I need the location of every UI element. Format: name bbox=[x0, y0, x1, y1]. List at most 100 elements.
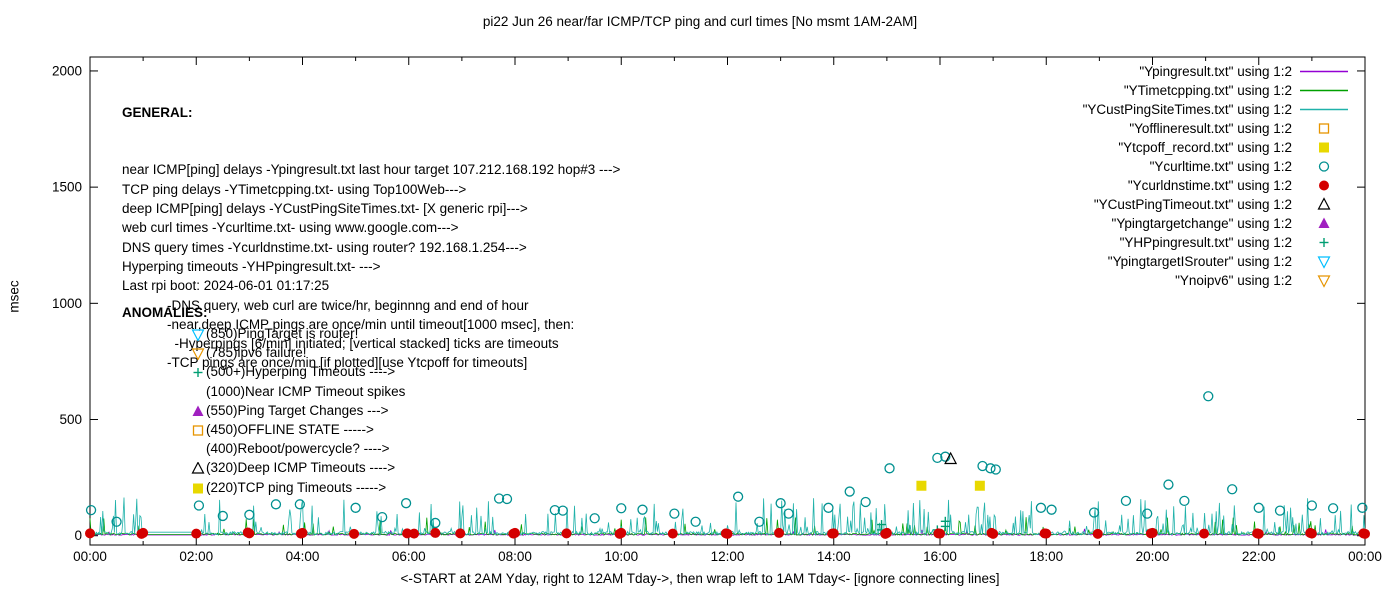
triangle-open-icon bbox=[191, 461, 206, 475]
general-note-line: TCP ping delays -YTimetcpping.txt- using… bbox=[122, 181, 467, 197]
Ycurltime-point bbox=[1203, 391, 1214, 402]
general-notes: GENERAL: near ICMP[ping] delays -Ypingre… bbox=[122, 64, 620, 373]
triangle-down-open-icon bbox=[191, 346, 206, 362]
anomaly-label: (400)Reboot/powercycle? ----> bbox=[206, 441, 390, 457]
Ycurltime-point bbox=[1035, 502, 1047, 513]
x-tick-label: 08:00 bbox=[498, 549, 532, 564]
Ycurltime-point bbox=[884, 463, 895, 474]
Ycurldnstime-point bbox=[297, 527, 308, 538]
Ycurltime-point bbox=[193, 500, 205, 511]
anomaly-label: (850)PingTarget is router! bbox=[206, 326, 359, 341]
x-tick-label: 20:00 bbox=[1136, 549, 1170, 564]
Ycurltime-point bbox=[669, 508, 680, 519]
Ycurltime-point bbox=[85, 504, 97, 516]
series-YCustPingTimeout bbox=[944, 451, 958, 465]
general-note-line: near ICMP[ping] delays -Ypingresult.txt … bbox=[122, 162, 621, 178]
anomaly-label: (450)OFFLINE STATE -----> bbox=[206, 421, 374, 437]
Ycurltime-point bbox=[1179, 495, 1190, 506]
square-open-icon bbox=[1318, 123, 1330, 134]
Ycurldnstime-point bbox=[616, 527, 627, 538]
Ycurldnstime-point bbox=[510, 527, 520, 538]
Ycurltime-point bbox=[589, 513, 600, 524]
Ycurltime-point bbox=[985, 463, 996, 474]
anomaly-icon-spacer bbox=[191, 385, 206, 398]
y-tick-label: 2000 bbox=[52, 63, 82, 78]
Ycurldnstime-point bbox=[244, 528, 255, 539]
Ycurltime-point bbox=[501, 493, 513, 505]
x-tick-label: 16:00 bbox=[923, 549, 957, 564]
legend-label: "YCustPingTimeout.txt" using 1:2 bbox=[1094, 197, 1292, 212]
general-note-line: web curl times -Ycurltime.txt- using www… bbox=[122, 220, 459, 236]
Ycurldnstime-point bbox=[85, 528, 95, 539]
Ycurldnstime-point bbox=[138, 527, 149, 538]
anomaly-label: (785)ipv6 failure! bbox=[206, 345, 307, 361]
Ycurltime-point bbox=[1227, 484, 1238, 495]
Ycurltime-point bbox=[1306, 500, 1318, 511]
Ycurltime-point bbox=[377, 511, 388, 523]
chart-title: pi22 Jun 26 near/far ICMP/TCP ping and c… bbox=[482, 14, 918, 29]
Ycurldnstime-point bbox=[1041, 528, 1052, 539]
legend-label: "Ycurldnstime.txt" using 1:2 bbox=[1128, 178, 1292, 193]
Ycurltime-point bbox=[860, 496, 871, 508]
general-header: GENERAL: bbox=[122, 104, 193, 120]
Ycurltime-point bbox=[1253, 502, 1264, 513]
Ycurltime-point bbox=[244, 509, 255, 520]
x-tick-label: 12:00 bbox=[711, 549, 745, 564]
x-axis-label: <-START at 2AM Yday, right to 12AM Tday-… bbox=[400, 571, 1000, 586]
Ycurldnstime-point bbox=[349, 528, 360, 539]
Ycurltime-point bbox=[1357, 502, 1368, 513]
series-Ycurldnstime bbox=[85, 527, 1370, 539]
Ycurltime-point bbox=[1046, 504, 1057, 515]
triangle-open-icon bbox=[1317, 197, 1331, 210]
anomaly-item: (500+)Hyperping Timeouts ----> bbox=[191, 362, 405, 381]
Ycurldnstime-point bbox=[988, 528, 999, 539]
anomaly-icon-spacer bbox=[191, 442, 206, 455]
y-tick-label: 500 bbox=[59, 412, 82, 427]
Ycurldnstime-point bbox=[561, 528, 572, 539]
Ycurltime-point bbox=[775, 498, 786, 509]
Ycurltime-point bbox=[1120, 495, 1132, 506]
general-note-line: -DNS query, web curl are twice/hr, begin… bbox=[122, 297, 529, 313]
anomaly-label: (220)TCP ping Timeouts -----> bbox=[206, 479, 387, 495]
x-tick-label: 22:00 bbox=[1242, 549, 1276, 564]
general-note-line: DNS query times -Ycurldnstime.txt- using… bbox=[122, 239, 527, 255]
Ytcpoff_record-point bbox=[916, 480, 927, 491]
Ycurldnstime-point bbox=[455, 528, 466, 539]
Ycurltime-point bbox=[1088, 507, 1100, 518]
Ycurldnstime-point bbox=[774, 527, 785, 538]
legend: "Ypingresult.txt" using 1:2 "YTimetcpping… bbox=[1083, 64, 1348, 288]
square-filled-icon bbox=[1319, 142, 1329, 153]
anomaly-label: (1000)Near ICMP Timeout spikes bbox=[206, 383, 406, 399]
legend-label: "YTimetcpping.txt" using 1:2 bbox=[1124, 83, 1292, 98]
Ycurltime-point bbox=[990, 464, 1001, 475]
circle-filled-icon bbox=[1319, 180, 1329, 191]
x-tick-label: 04:00 bbox=[286, 549, 320, 564]
Ycurldnstime-point bbox=[722, 528, 733, 539]
Ycurltime-point bbox=[270, 499, 282, 510]
x-tick-label: 14:00 bbox=[817, 549, 851, 564]
legend-label: "Ypingresult.txt" using 1:2 bbox=[1139, 64, 1292, 79]
Ycurldnstime-point bbox=[1092, 528, 1103, 539]
x-tick-label: 02:00 bbox=[179, 549, 213, 564]
Ycurldnstime-point bbox=[1199, 528, 1210, 539]
x-tick-label: 00:00 bbox=[73, 549, 107, 564]
x-tick-label: 10:00 bbox=[604, 549, 638, 564]
Ycurltime-point bbox=[1274, 505, 1286, 516]
general-note-line: Hyperping timeouts -YHPpingresult.txt- -… bbox=[122, 258, 381, 274]
anomaly-item: (850)PingTarget is router! bbox=[191, 324, 405, 343]
anomaly-item: (220)TCP ping Timeouts -----> bbox=[191, 478, 405, 497]
Ycurltime-point bbox=[754, 516, 765, 527]
triangle-down-open-icon bbox=[1317, 275, 1331, 288]
Ycurldnstime-point bbox=[881, 527, 892, 538]
Ycurltime-point bbox=[111, 516, 122, 527]
general-note-line: -TCP pings are once/min [if plotted][use… bbox=[122, 355, 528, 371]
Ycurltime-point bbox=[940, 451, 951, 462]
triangle-filled-icon bbox=[191, 404, 206, 417]
legend-label: "YCustPingSiteTimes.txt" using 1:2 bbox=[1083, 102, 1292, 117]
Ycurldnstime-point bbox=[409, 528, 420, 539]
y-tick-label: 1000 bbox=[52, 296, 82, 311]
plus-icon bbox=[191, 365, 206, 378]
square-filled-icon bbox=[191, 481, 206, 494]
anomaly-label: (550)Ping Target Changes ---> bbox=[206, 402, 389, 418]
Ycurltime-point bbox=[732, 491, 744, 502]
